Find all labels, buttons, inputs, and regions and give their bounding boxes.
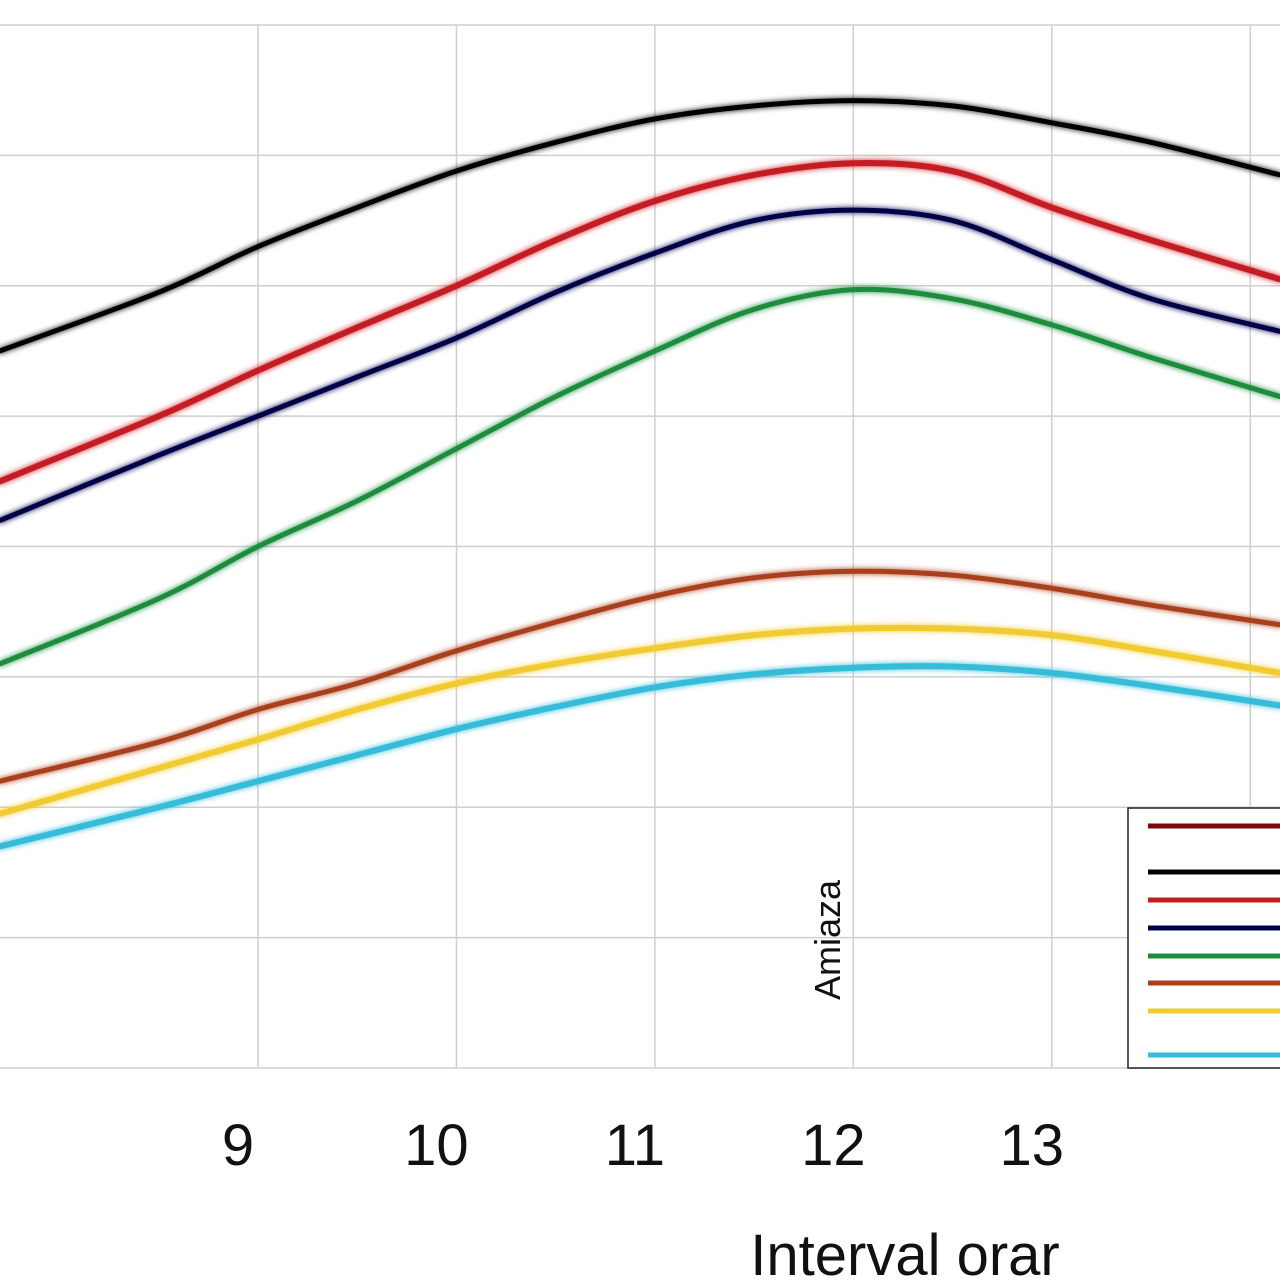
amiaza-annotation: Amiaza (807, 879, 848, 1000)
x-tick-label: 9 (222, 1113, 254, 1178)
series-line-6 (0, 568, 1280, 784)
series-group (0, 98, 1280, 850)
grid (0, 24, 1280, 1069)
x-tick-label: 12 (801, 1113, 866, 1178)
series-line-8 (0, 663, 1280, 850)
x-tick-labels: 9 10 11 12 13 (222, 1113, 1064, 1178)
legend-box (1127, 807, 1280, 1069)
legend (1127, 807, 1280, 1069)
series-line-7 (0, 624, 1280, 817)
x-axis-title: Interval orar (750, 1223, 1059, 1280)
series-line-5 (0, 286, 1280, 667)
series-line-2 (0, 98, 1280, 354)
x-tick-label: 10 (404, 1113, 469, 1178)
x-tick-label: 11 (605, 1113, 665, 1178)
series-line-4 (0, 207, 1280, 523)
x-tick-label: 13 (1000, 1113, 1065, 1178)
